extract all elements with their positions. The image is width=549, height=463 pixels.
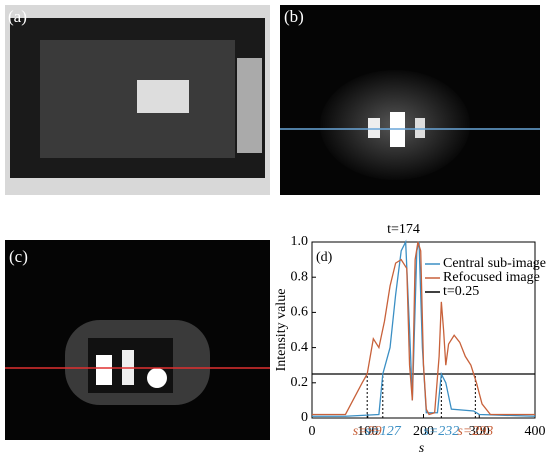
y-axis-label: Intensity value (274, 289, 289, 372)
legend-label: t=0.25 (443, 284, 479, 299)
photo-a (5, 5, 270, 195)
image-b (280, 5, 540, 195)
annotation-label: s=232 (423, 424, 459, 439)
y-tick-label: 0.6 (291, 305, 309, 320)
image-c (5, 240, 270, 440)
x-tick-label: 400 (525, 424, 546, 439)
annotation-label: s=99 (353, 424, 382, 439)
panel-label: (a) (8, 7, 27, 26)
x-tick-label: 300 (469, 424, 490, 439)
y-tick-label: 0 (301, 410, 308, 425)
chart-title: t=174 (387, 222, 420, 237)
y-tick-label: 0.2 (291, 375, 309, 390)
chart: 0 0.2 0.4 0.6 0.8 1.0 0 100 200 300 400 t=174 s Inten… (274, 222, 546, 456)
panel-label: (c) (9, 247, 28, 266)
legend-label: Central sub-image (443, 256, 546, 271)
legend-label: Refocused image (443, 270, 540, 285)
x-tick-label: 100 (357, 424, 378, 439)
x-tick-label: 200 (413, 424, 434, 439)
y-tick-label: 0.8 (291, 269, 309, 284)
y-tick-label: 1.0 (291, 234, 309, 249)
annotation-label: s=293 (457, 424, 493, 439)
x-tick-label: 0 (309, 424, 316, 439)
x-axis-label: s (419, 441, 425, 456)
y-tick-label: 0.4 (291, 340, 309, 355)
panel-label: (b) (284, 7, 304, 26)
line (312, 241, 535, 416)
annotation-label: s=127 (365, 424, 402, 439)
panel-label: (d) (316, 250, 333, 265)
